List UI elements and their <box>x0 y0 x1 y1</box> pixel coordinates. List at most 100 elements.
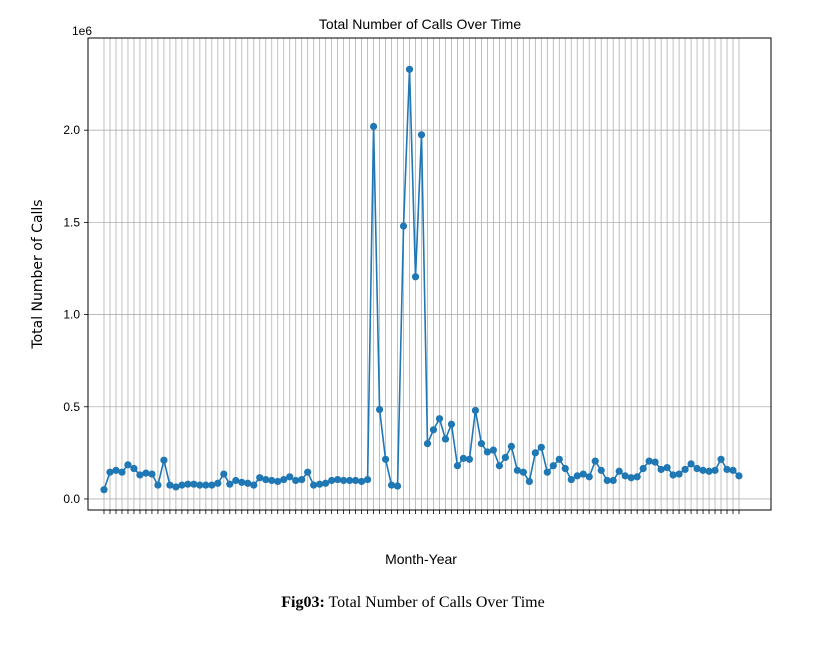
data-point <box>352 476 360 485</box>
data-point <box>651 458 659 466</box>
y-gridlines <box>88 129 771 500</box>
data-point <box>250 481 258 489</box>
data-point <box>124 461 132 469</box>
data-point <box>567 475 575 484</box>
data-point <box>334 475 342 484</box>
data-point <box>495 462 503 470</box>
data-point <box>423 440 432 448</box>
y-axis-ticks: 0.0 0.5 1.0 1.5 2.0 <box>63 123 88 506</box>
data-point <box>387 481 396 489</box>
data-point <box>537 443 545 451</box>
data-point <box>483 448 491 456</box>
data-point <box>663 463 671 472</box>
data-point <box>579 470 587 478</box>
data-point <box>441 435 450 443</box>
x-axis-ticks <box>103 510 740 514</box>
data-point <box>531 449 539 457</box>
series-markers <box>100 65 743 494</box>
data-point <box>238 478 246 486</box>
data-point <box>399 222 408 230</box>
data-point <box>286 473 294 481</box>
data-point <box>148 470 156 478</box>
data-point <box>369 122 378 131</box>
data-point <box>393 482 402 490</box>
data-point <box>280 475 288 484</box>
data-point <box>723 465 731 474</box>
y-tick-label: 2.0 <box>63 123 80 137</box>
y-offset-label: 1e6 <box>72 24 92 38</box>
data-point <box>435 415 444 423</box>
data-point <box>417 131 426 139</box>
data-point <box>573 472 581 480</box>
data-point <box>184 480 192 488</box>
caption-label: Fig03: <box>281 594 325 611</box>
data-point <box>274 477 282 486</box>
data-point <box>489 446 497 454</box>
data-point <box>507 442 515 450</box>
data-point <box>190 480 198 488</box>
data-point <box>328 476 336 485</box>
data-point <box>172 483 180 491</box>
data-point <box>621 472 629 480</box>
data-point <box>292 476 300 485</box>
data-point <box>693 464 701 473</box>
data-point <box>603 476 611 485</box>
data-point <box>100 486 108 494</box>
data-point <box>549 462 557 470</box>
data-point <box>381 455 390 463</box>
data-point <box>711 466 719 474</box>
data-point <box>214 479 222 487</box>
data-point <box>262 475 270 484</box>
data-point <box>633 473 641 481</box>
data-point <box>675 470 683 478</box>
caption-text: Total Number of Calls Over Time <box>324 594 545 611</box>
chart-title: Total Number of Calls Over Time <box>319 16 521 32</box>
data-point <box>645 457 653 465</box>
data-point <box>627 474 635 482</box>
data-point <box>346 476 354 485</box>
data-point <box>178 481 186 489</box>
data-point <box>585 473 593 481</box>
data-point <box>429 426 438 434</box>
x-axis-label: Month-Year <box>385 551 457 567</box>
data-point <box>196 481 204 489</box>
y-tick-label: 1.5 <box>63 215 80 229</box>
data-point <box>501 453 509 462</box>
data-point <box>471 406 480 415</box>
data-point <box>525 477 533 486</box>
data-point <box>411 273 420 281</box>
y-tick-label: 0.0 <box>63 492 80 506</box>
data-point <box>681 465 689 474</box>
data-point <box>597 466 605 474</box>
data-point <box>405 65 414 73</box>
data-point <box>687 460 695 468</box>
data-point <box>298 475 306 484</box>
data-point <box>465 455 474 463</box>
data-point <box>208 481 216 489</box>
y-tick-label: 1.0 <box>63 308 80 322</box>
data-point <box>142 469 150 477</box>
plot-frame <box>87 37 772 511</box>
data-point <box>459 454 468 462</box>
data-point <box>340 476 348 485</box>
data-point <box>555 455 563 463</box>
data-point <box>112 466 120 474</box>
data-point <box>453 462 462 470</box>
data-point <box>256 474 264 482</box>
data-point <box>705 467 713 475</box>
data-point <box>106 468 114 476</box>
data-point <box>657 465 665 474</box>
data-point <box>166 481 174 489</box>
data-point <box>543 468 551 476</box>
data-point <box>513 466 521 474</box>
data-point <box>118 468 126 476</box>
data-point <box>699 466 707 474</box>
y-tick-label: 0.5 <box>63 400 80 414</box>
data-point <box>717 455 725 463</box>
data-point <box>244 479 252 487</box>
data-point <box>615 467 623 475</box>
figure-caption: Fig03: Total Number of Calls Over Time <box>0 594 826 612</box>
data-point <box>477 440 486 448</box>
data-point <box>226 480 234 488</box>
data-point <box>609 476 617 485</box>
